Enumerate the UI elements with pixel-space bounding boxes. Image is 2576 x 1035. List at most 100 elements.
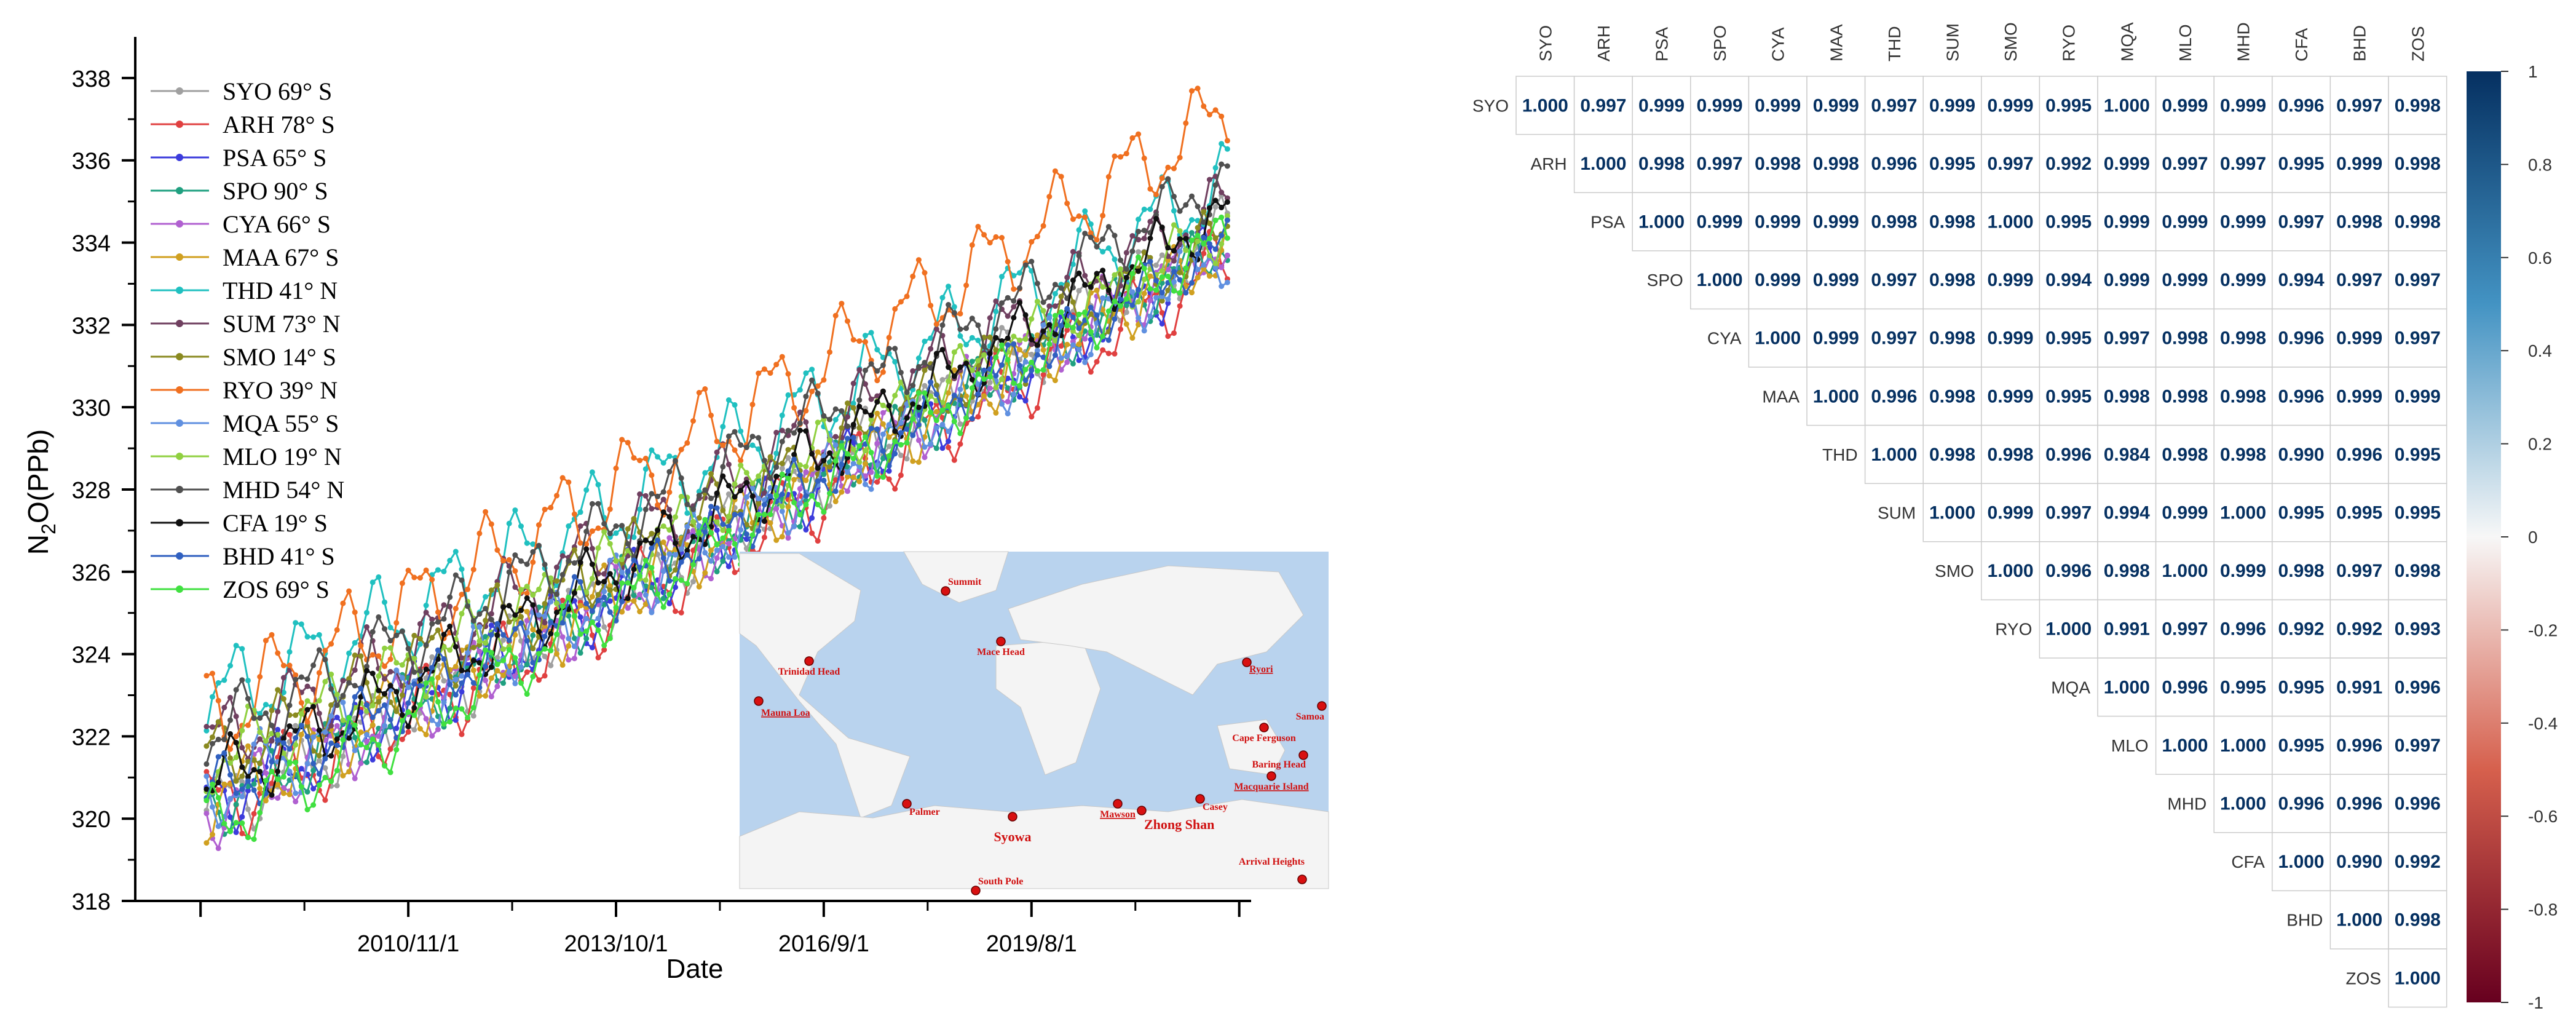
data-point — [1011, 341, 1017, 347]
matrix-value: 0.998 — [2104, 386, 2150, 406]
colorbar-tick-label: 0.2 — [2528, 435, 2552, 454]
data-point — [293, 676, 299, 683]
data-point — [203, 673, 210, 679]
data-point — [863, 367, 868, 373]
data-point — [1129, 335, 1136, 341]
station-label: Zhong Shan — [1144, 817, 1214, 832]
data-point — [732, 512, 738, 518]
data-point — [1159, 252, 1165, 258]
matrix-value: 1.000 — [1580, 154, 1626, 174]
data-point — [815, 383, 821, 389]
data-point — [1118, 326, 1124, 332]
matrix-value: 0.998 — [2220, 328, 2266, 349]
data-point — [863, 333, 868, 339]
data-point — [589, 632, 595, 638]
data-point — [619, 580, 625, 586]
data-point — [304, 719, 310, 725]
data-point — [488, 521, 494, 527]
data-point — [227, 694, 233, 700]
data-point — [856, 403, 863, 410]
data-point — [1088, 304, 1094, 311]
data-point — [387, 645, 393, 651]
data-point — [483, 593, 489, 600]
data-point — [1017, 285, 1022, 291]
data-point — [1141, 290, 1147, 296]
data-point — [619, 598, 625, 605]
data-point — [1052, 282, 1058, 288]
data-point — [660, 523, 666, 529]
data-point — [631, 516, 637, 521]
data-point — [358, 653, 364, 659]
data-point — [963, 360, 970, 367]
data-point — [1022, 378, 1029, 383]
data-point — [660, 489, 666, 495]
data-point — [429, 654, 435, 660]
matrix-cell — [2213, 599, 2273, 659]
y-tick-label: 324 — [72, 643, 111, 668]
data-point — [257, 729, 263, 736]
data-point — [642, 557, 649, 563]
data-point — [886, 443, 892, 450]
data-point — [322, 797, 328, 803]
legend-label: MHD 54° N — [223, 476, 344, 504]
data-point — [245, 722, 251, 728]
data-point — [559, 662, 566, 668]
data-point — [1147, 186, 1153, 192]
data-point — [257, 747, 263, 753]
data-point — [1005, 259, 1011, 264]
matrix-value: 0.999 — [1813, 95, 1859, 116]
data-point — [613, 558, 619, 564]
data-point — [452, 683, 459, 689]
data-point — [293, 672, 299, 678]
data-point — [660, 460, 666, 466]
data-point — [233, 643, 239, 649]
data-point — [399, 712, 405, 718]
data-point — [773, 450, 780, 456]
matrix-value: 0.996 — [2395, 794, 2441, 814]
data-point — [993, 308, 999, 314]
data-point — [625, 605, 631, 611]
data-point — [1034, 368, 1040, 374]
data-point — [1141, 266, 1147, 272]
matrix-value: 0.998 — [1871, 212, 1917, 232]
data-point — [293, 735, 299, 741]
data-point — [423, 603, 429, 608]
data-point — [767, 512, 773, 517]
data-point — [1201, 240, 1207, 247]
matrix-value: 0.998 — [1929, 270, 1975, 290]
data-point — [886, 335, 892, 341]
data-point — [1058, 367, 1064, 373]
matrix-value: 1.000 — [2220, 794, 2266, 814]
data-point — [874, 347, 880, 353]
data-point — [660, 595, 666, 601]
data-point — [999, 376, 1005, 383]
data-point — [1070, 334, 1076, 340]
row-header: MLO — [2111, 736, 2149, 755]
data-point — [892, 403, 898, 410]
data-point — [571, 590, 577, 596]
column-header: MLO — [2176, 24, 2195, 61]
data-point — [649, 472, 655, 478]
data-point — [678, 559, 684, 565]
data-point — [749, 442, 756, 448]
data-point — [483, 640, 489, 646]
data-point — [975, 391, 981, 397]
data-point — [720, 424, 726, 430]
data-point — [376, 673, 382, 679]
data-point — [269, 769, 275, 774]
data-point — [957, 333, 963, 339]
legend-label: MAA 67° S — [223, 244, 339, 271]
data-point — [749, 480, 756, 486]
data-point — [708, 576, 714, 582]
matrix-cell — [2272, 774, 2331, 833]
data-point — [263, 770, 269, 776]
data-point — [470, 618, 476, 624]
data-point — [452, 664, 459, 670]
data-point — [856, 464, 863, 469]
colorbar: 10.80.60.40.20-0.2-0.4-0.6-0.8-1 — [2467, 62, 2558, 1012]
data-point — [1118, 266, 1124, 272]
data-point — [1141, 276, 1147, 282]
data-point — [951, 373, 957, 379]
